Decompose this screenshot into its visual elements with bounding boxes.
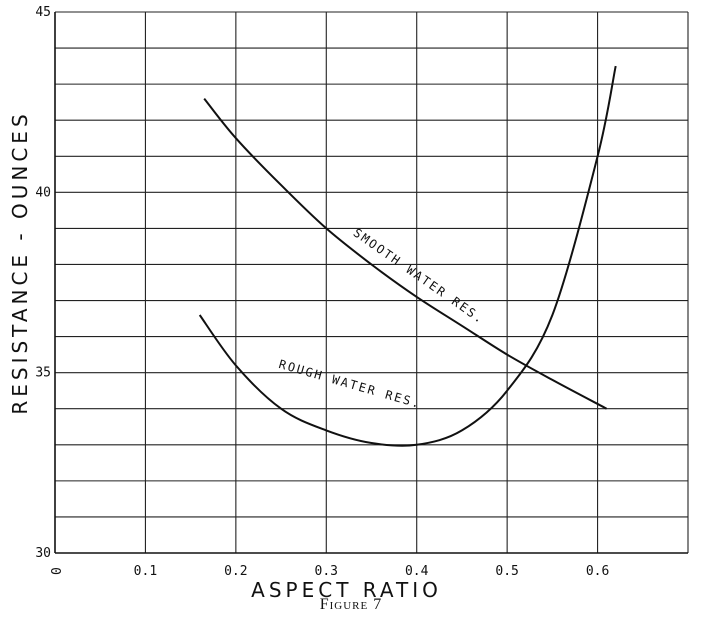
series-line-rough-water-res xyxy=(198,65,617,447)
y-tick-label: 45 xyxy=(35,5,51,20)
y-tick-label: 40 xyxy=(35,185,51,200)
x-tick-label: 0.4 xyxy=(405,564,429,579)
y-tick-label: 30 xyxy=(35,546,51,561)
x-axis-title: ASPECT RATIO xyxy=(251,578,442,602)
x-tick-label: 0.6 xyxy=(586,564,609,579)
x-tick-label: 0.2 xyxy=(224,564,247,579)
rough-water-res-label: ROUGH WATER RES. xyxy=(277,357,423,411)
smooth-water-res-label: SMOOTH WATER RES. xyxy=(351,226,488,327)
series-line-smooth-water-res xyxy=(203,97,608,410)
x-tick-label: 0.3 xyxy=(315,564,338,579)
y-axis-title: RESISTANCE - OUNCES xyxy=(8,110,32,414)
x-tick-label: 0.5 xyxy=(495,564,518,579)
figure-caption: Figure 7 xyxy=(319,596,383,613)
x-tick-label: 0 xyxy=(47,567,62,575)
x-tick-label: 0.1 xyxy=(134,564,157,579)
y-tick-label: 35 xyxy=(35,366,51,381)
